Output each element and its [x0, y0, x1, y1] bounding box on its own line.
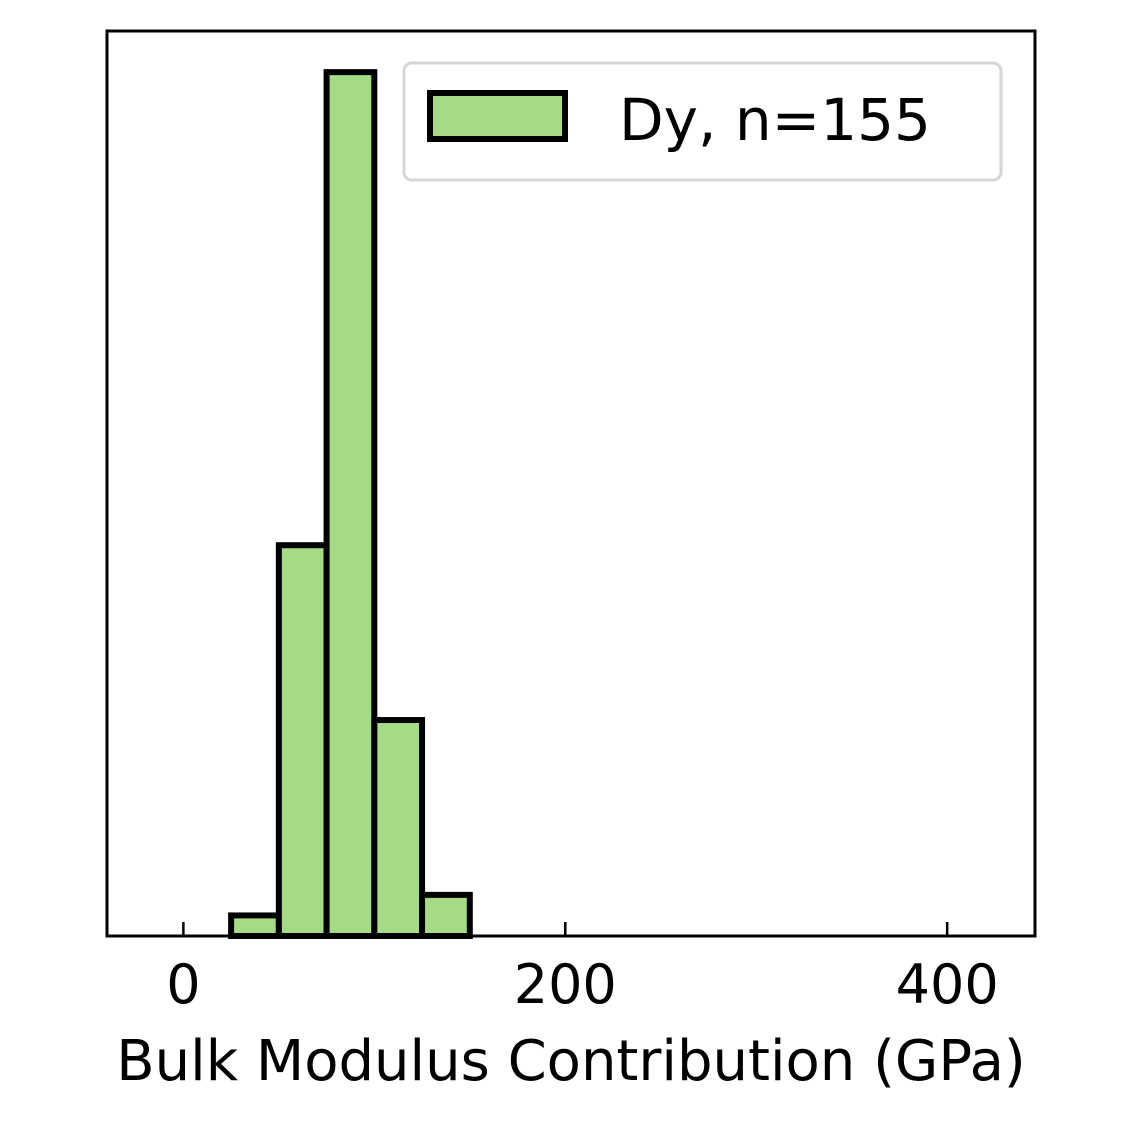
- legend: Dy, n=155: [402, 61, 1003, 182]
- legend-label: Dy, n=155: [619, 86, 931, 154]
- plot-frame: [105, 29, 1037, 938]
- histogram-bar: [228, 912, 282, 940]
- histogram-bar: [371, 717, 426, 940]
- histogram-bars: [228, 69, 473, 940]
- histogram-bar: [275, 542, 330, 939]
- x-tick-label: 400: [896, 953, 999, 1016]
- x-axis-label: Bulk Modulus Contribution (GPa): [116, 1029, 1026, 1094]
- legend-swatch: [427, 90, 568, 142]
- x-tick-label: 200: [514, 953, 617, 1016]
- histogram-bar: [323, 69, 378, 940]
- x-axis-ticks: 0 200 400: [166, 922, 999, 1016]
- histogram-bar: [419, 891, 473, 940]
- x-tick-label: 0: [166, 953, 200, 1016]
